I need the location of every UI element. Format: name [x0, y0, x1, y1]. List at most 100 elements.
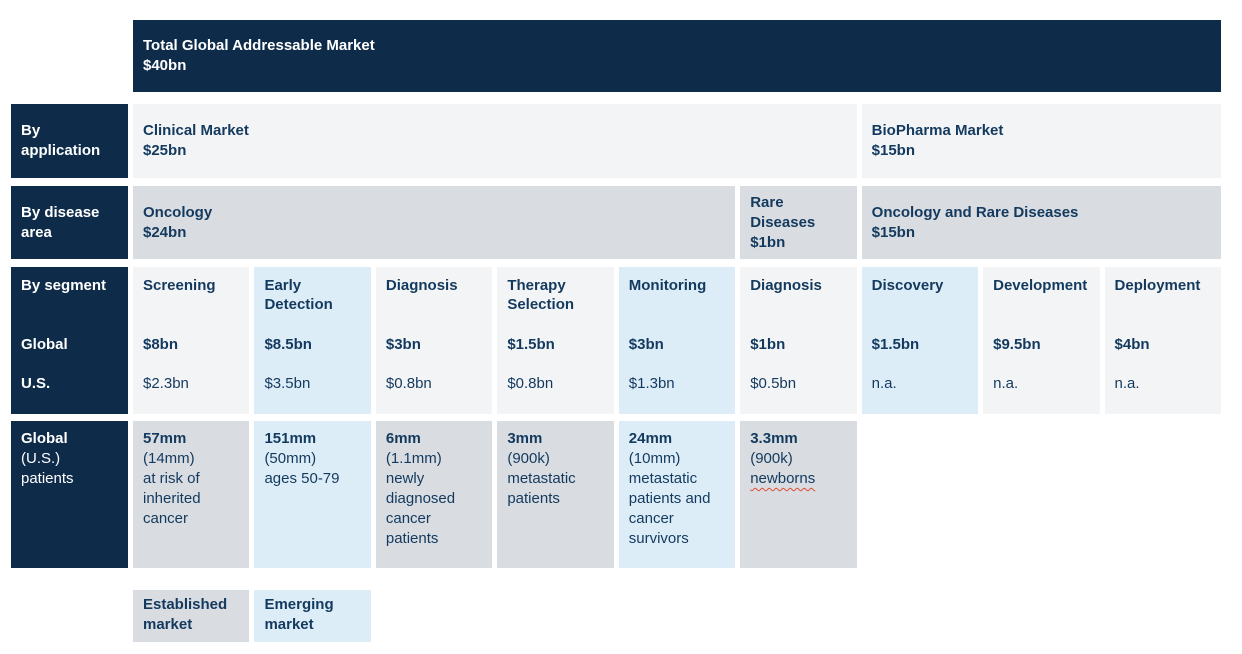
- legend: Established market Emerging market: [133, 590, 1221, 642]
- segment-cell-development: Development $9.5bn n.a.: [983, 267, 1100, 414]
- patients-description: metastatic patients: [507, 470, 576, 507]
- patients-us-value: (900k): [507, 450, 550, 467]
- patients-us-value: (50mm): [264, 450, 317, 467]
- patients-global-value: 151mm: [264, 430, 317, 447]
- patients-cell-therapy-selection: 3mm (900k) metastatic patients: [497, 421, 614, 568]
- legend-established-market: Established market: [133, 590, 250, 642]
- patients-cell-early-detection: 151mm (50mm) ages 50-79: [254, 421, 371, 568]
- segment-global-value: $3bn: [628, 336, 664, 353]
- segment-us-value: $1.3bn: [628, 375, 675, 392]
- segment-us-value: n.a.: [1114, 375, 1140, 392]
- row-patients: 57mm (14mm) at risk of inherited cancer …: [133, 421, 1221, 568]
- segment-cell-discovery: Discovery $1.5bn n.a.: [861, 267, 979, 414]
- patients-us-value: (900k): [750, 450, 793, 467]
- row-total-market: Total Global Addressable Market $40bn: [133, 20, 1221, 92]
- patients-cell-newborns: 3.3mm (900k) newborns: [740, 421, 857, 568]
- segment-name: Development: [993, 277, 1088, 294]
- total-market-value: $40bn: [143, 57, 187, 74]
- segment-us-value: $0.5bn: [750, 375, 797, 392]
- total-market-cell: Total Global Addressable Market $40bn: [133, 20, 1221, 92]
- patients-description: metastatic patients and cancer survivors: [628, 470, 711, 547]
- segment-name: Therapy Selection: [507, 277, 575, 313]
- segment-us-value: $0.8bn: [385, 375, 432, 392]
- segment-cell-deployment: Deployment $4bn n.a.: [1104, 267, 1221, 414]
- by-segment-label: By segment: [21, 277, 107, 294]
- patients-label-line: (U.S.): [21, 450, 61, 467]
- segment-cell-diagnosis: Diagnosis $3bn $0.8bn: [375, 267, 493, 414]
- rare-diseases-cell: Rare Diseases $1bn: [740, 186, 857, 259]
- oncology-rare-diseases-title: Oncology and Rare Diseases: [871, 203, 1079, 221]
- segment-name: Early Detection: [264, 277, 333, 313]
- segment-cell-monitoring: Monitoring $3bn $1.3bn: [618, 267, 736, 414]
- segment-name: Diagnosis: [750, 277, 822, 294]
- legend-label: Emerging market: [264, 596, 334, 633]
- segment-us-value: $2.3bn: [143, 375, 189, 392]
- patients-description: at risk of inherited cancer: [143, 470, 201, 527]
- legend-emerging-market: Emerging market: [254, 590, 371, 642]
- patients-description: newly diagnosed cancer patients: [385, 470, 456, 547]
- us-row-label: U.S.: [21, 375, 51, 392]
- biopharma-market-value: $15bn: [871, 142, 916, 159]
- clinical-market-cell: Clinical Market $25bn: [133, 104, 857, 178]
- global-row-label: Global: [21, 336, 68, 353]
- biopharma-market-cell: BioPharma Market $15bn: [861, 104, 1221, 178]
- segment-us-value: $3.5bn: [264, 375, 311, 392]
- segment-cell-diagnosis-rare: Diagnosis $1bn $0.5bn: [740, 267, 857, 414]
- oncology-cell: Oncology $24bn: [133, 186, 736, 259]
- patients-global-value: 3.3mm: [750, 430, 798, 447]
- patients-description: newborns: [750, 469, 846, 489]
- segment-cell-early-detection: Early Detection $8.5bn $3.5bn: [254, 267, 371, 414]
- biopharma-market-title: BioPharma Market: [871, 122, 1004, 139]
- patients-global-value: 24mm: [628, 430, 673, 447]
- segment-global-value: $1bn: [750, 336, 786, 353]
- segment-global-value: $8bn: [143, 336, 179, 353]
- patients-cell-screening: 57mm (14mm) at risk of inherited cancer: [133, 421, 250, 568]
- patients-label-line: patients: [21, 470, 74, 487]
- segment-global-value: $4bn: [1114, 336, 1150, 353]
- patients-cell-diagnosis: 6mm (1.1mm) newly diagnosed cancer patie…: [375, 421, 493, 568]
- segment-global-value: $1.5bn: [871, 336, 920, 353]
- row-by-segment: Screening $8bn $2.3bn Early Detection $8…: [133, 267, 1221, 414]
- row-label-by-segment: By segment Global U.S.: [11, 267, 128, 414]
- oncology-rare-diseases-cell: Oncology and Rare Diseases $15bn: [861, 186, 1221, 259]
- segment-us-value: n.a.: [871, 375, 897, 392]
- row-label-by-application: By application: [11, 104, 128, 178]
- patients-global-value: 6mm: [385, 430, 421, 447]
- segment-name: Deployment: [1114, 277, 1201, 294]
- rare-diseases-value: $1bn: [750, 233, 786, 251]
- clinical-market-value: $25bn: [143, 142, 187, 159]
- segment-global-value: $9.5bn: [993, 336, 1041, 353]
- segment-global-value: $8.5bn: [264, 336, 312, 353]
- oncology-rare-diseases-value: $15bn: [871, 223, 916, 241]
- clinical-market-title: Clinical Market: [143, 122, 249, 139]
- row-label-patients: Global (U.S.) patients: [11, 421, 128, 568]
- patients-label-line: Global: [21, 430, 68, 447]
- segment-name: Discovery: [871, 277, 944, 294]
- segment-us-value: n.a.: [993, 375, 1019, 392]
- patients-global-value: 3mm: [507, 430, 543, 447]
- patients-global-value: 57mm: [143, 430, 187, 447]
- patients-us-value: (14mm): [143, 450, 195, 467]
- by-application-label: By application: [21, 122, 101, 159]
- rare-diseases-title: Rare Diseases: [750, 193, 816, 231]
- patients-cell-monitoring: 24mm (10mm) metastatic patients and canc…: [618, 421, 736, 568]
- patients-us-value: (1.1mm): [385, 450, 442, 467]
- row-by-application: Clinical Market $25bn BioPharma Market $…: [133, 104, 1221, 178]
- row-label-by-disease-area: By disease area: [11, 186, 128, 259]
- row-by-disease-area: Oncology $24bn Rare Diseases $1bn Oncolo…: [133, 186, 1221, 259]
- legend-label: Established market: [143, 596, 228, 633]
- segment-global-value: $1.5bn: [507, 336, 555, 353]
- segment-global-value: $3bn: [385, 336, 421, 353]
- patients-description: ages 50-79: [264, 470, 340, 487]
- total-market-title: Total Global Addressable Market: [143, 37, 375, 54]
- segment-name: Screening: [143, 277, 216, 294]
- patients-us-value: (10mm): [628, 450, 681, 467]
- misspelled-word: newborns: [750, 470, 816, 487]
- segment-us-value: $0.8bn: [507, 375, 554, 392]
- segment-name: Monitoring: [628, 277, 707, 294]
- by-disease-area-label: By disease area: [21, 203, 100, 241]
- oncology-title: Oncology: [143, 203, 213, 221]
- segment-cell-therapy-selection: Therapy Selection $1.5bn $0.8bn: [497, 267, 614, 414]
- oncology-value: $24bn: [143, 223, 187, 241]
